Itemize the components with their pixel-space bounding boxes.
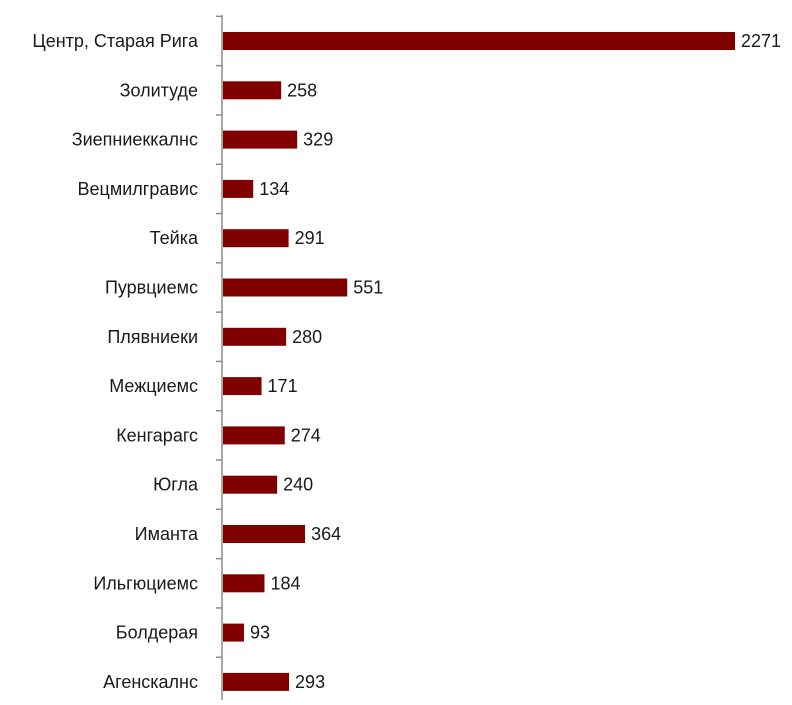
category-label: Югла: [153, 475, 199, 495]
value-label: 134: [259, 179, 289, 199]
bar: [223, 327, 287, 346]
value-label: 258: [287, 80, 317, 100]
bar: [223, 229, 289, 248]
value-label: 184: [270, 573, 300, 593]
category-label: Межциемс: [109, 376, 198, 396]
bar: [223, 426, 285, 445]
bar: [223, 278, 348, 297]
value-label: 293: [295, 672, 325, 692]
bar: [223, 377, 262, 396]
category-label: Вецмилгравис: [78, 179, 198, 199]
category-label: Центр, Старая Рига: [32, 31, 199, 51]
value-label: 291: [295, 228, 325, 248]
bar: [223, 525, 306, 543]
value-label: 240: [283, 475, 313, 495]
value-label: 171: [268, 376, 298, 396]
bar: [223, 32, 735, 50]
category-label: Золитуде: [120, 80, 198, 100]
value-label: 364: [311, 524, 341, 544]
value-label: 274: [291, 425, 321, 445]
category-label: Иманта: [135, 524, 199, 544]
labels-layer: Центр, Старая Рига 2271 Золитуде 258 Зиепние…: [32, 31, 781, 692]
value-label: 280: [292, 327, 322, 347]
value-label: 93: [250, 623, 270, 643]
bars-layer: [223, 32, 735, 691]
bar: [223, 672, 290, 691]
bar: [223, 179, 254, 198]
category-label: Зиепниеккалнс: [72, 130, 198, 150]
category-label: Агенскалнс: [103, 672, 198, 692]
value-label: 551: [353, 278, 383, 298]
category-label: Тейка: [150, 228, 199, 248]
bar: [223, 574, 265, 593]
category-label: Плявниеки: [107, 327, 198, 347]
category-label: Ильгюциемс: [93, 573, 198, 593]
axis-layer: [216, 15, 223, 700]
category-label: Болдерая: [116, 623, 198, 643]
bar: [223, 130, 298, 149]
category-label: Кенгарагс: [116, 425, 198, 445]
bar: [223, 623, 244, 642]
bar: [223, 81, 282, 100]
bar: [223, 475, 278, 494]
value-label: 2271: [741, 31, 781, 51]
category-label: Пурвциемс: [105, 278, 198, 298]
value-label: 329: [303, 130, 333, 150]
